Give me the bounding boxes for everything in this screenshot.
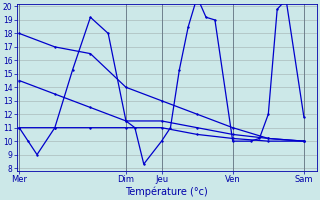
X-axis label: Température (°c): Température (°c)	[125, 187, 208, 197]
